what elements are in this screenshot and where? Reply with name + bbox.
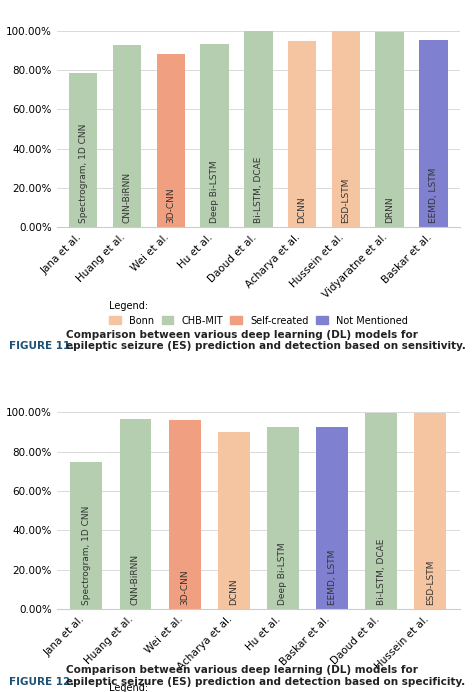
Bar [71, 462, 102, 609]
Bar [218, 432, 250, 609]
Text: Comparison between various deep learning (DL) models for
epileptic seizure (ES) : Comparison between various deep learning… [66, 666, 465, 687]
Bar [69, 73, 97, 227]
Bar [169, 420, 201, 609]
Text: ESD-LSTM: ESD-LSTM [426, 560, 435, 605]
Bar [156, 54, 185, 227]
Legend: Bonn, CHB-MIT, Self-created, Not Mentioned: Bonn, CHB-MIT, Self-created, Not Mention… [105, 679, 411, 692]
Text: Deep Bi-LSTM: Deep Bi-LSTM [278, 543, 287, 605]
Text: Spectrogram, 1D CNN: Spectrogram, 1D CNN [82, 506, 91, 605]
Text: EEMD, LSTM: EEMD, LSTM [429, 168, 438, 224]
Bar [113, 46, 141, 227]
Bar [267, 427, 299, 609]
Text: Bi-LSTM, DCAE: Bi-LSTM, DCAE [377, 538, 386, 605]
Text: 3D-CNN: 3D-CNN [180, 570, 189, 605]
Text: FIGURE 12.: FIGURE 12. [9, 677, 75, 687]
Bar [365, 413, 397, 609]
Text: Comparison between various deep learning (DL) models for
epileptic seizure (ES) : Comparison between various deep learning… [66, 330, 466, 352]
Bar [419, 40, 448, 227]
Text: CNN-BiRNN: CNN-BiRNN [122, 172, 131, 224]
Text: CNN-BiRNN: CNN-BiRNN [131, 554, 140, 605]
Bar [201, 44, 229, 227]
Text: Spectrogram, 1D CNN: Spectrogram, 1D CNN [79, 124, 88, 224]
Text: DCNN: DCNN [229, 579, 238, 605]
Text: 3D-CNN: 3D-CNN [166, 188, 175, 224]
Bar [332, 30, 360, 227]
Text: Bi-LSTM, DCAE: Bi-LSTM, DCAE [254, 157, 263, 224]
Bar [375, 32, 404, 227]
Bar [244, 31, 273, 227]
Text: DCNN: DCNN [298, 197, 307, 224]
Text: ESD-LSTM: ESD-LSTM [341, 178, 350, 224]
Text: Deep Bi-LSTM: Deep Bi-LSTM [210, 161, 219, 224]
Text: DRNN: DRNN [385, 197, 394, 224]
Legend: Bonn, CHB-MIT, Self-created, Not Mentioned: Bonn, CHB-MIT, Self-created, Not Mention… [105, 297, 411, 329]
Bar [414, 413, 446, 609]
Bar [288, 42, 316, 227]
Text: FIGURE 11.: FIGURE 11. [9, 341, 75, 352]
Text: EEMD, LSTM: EEMD, LSTM [328, 549, 337, 605]
Bar [119, 419, 152, 609]
Bar [316, 427, 348, 609]
